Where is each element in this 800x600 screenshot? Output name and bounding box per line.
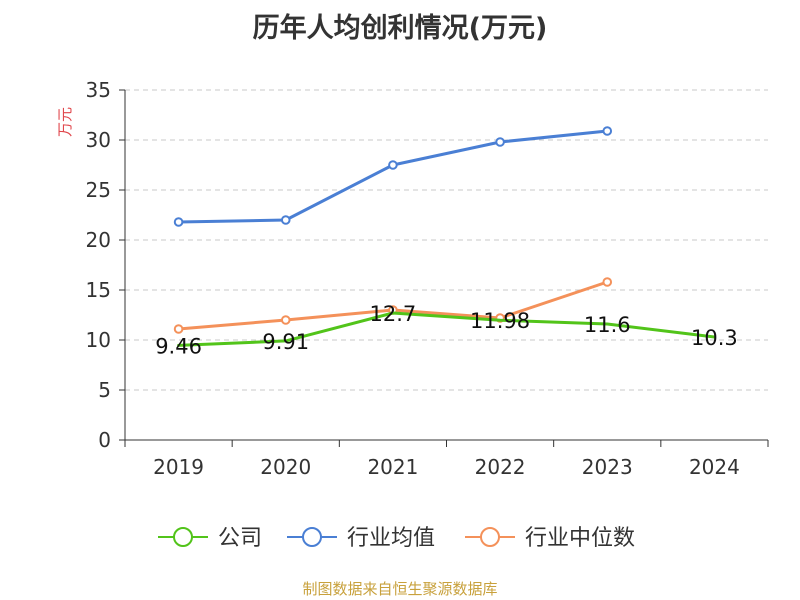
x-tick-label-2023: 2023: [582, 455, 633, 479]
series-1-point-2020: [280, 215, 291, 225]
series-1-point-2023: [602, 126, 613, 136]
grid-layer: [125, 89, 768, 391]
y-tick-label-25: 25: [86, 178, 111, 202]
y-tick-label-10: 10: [86, 328, 111, 352]
series-1-point-2022: [495, 137, 505, 147]
y-tick-label-20: 20: [86, 228, 111, 252]
y-tick-label-15: 15: [86, 278, 111, 302]
series-2-point-2023: [602, 277, 613, 287]
data-label-2019: 9.46: [155, 334, 202, 358]
series-1-point-2019: [173, 217, 184, 227]
series-2-point-2019: [173, 324, 184, 334]
x-tick-label-2022: 2022: [475, 455, 526, 479]
chart-title: 历年人均创利情况(万元): [252, 13, 548, 44]
y-tick-label-30: 30: [86, 128, 111, 152]
x-tick-label-2020: 2020: [260, 455, 311, 479]
legend-marker-2: [480, 527, 500, 547]
series-layer: [173, 126, 716, 347]
series-line-1: [177, 129, 609, 224]
y-tick-label-5: 5: [98, 378, 111, 402]
legend: 公司 行业均值 行业中位数: [158, 526, 635, 551]
y-axis-label: 万元: [56, 107, 74, 137]
data-label-layer: 9.46 9.91 12.7 11.98 11.6 10.3: [155, 302, 738, 358]
x-tick-label-2024: 2024: [689, 455, 740, 479]
data-label-2022: 11.98: [470, 309, 530, 333]
x-tick-label-2019: 2019: [153, 455, 204, 479]
data-label-2024: 10.3: [691, 326, 738, 350]
series-1-point-2021: [388, 160, 398, 170]
legend-label-1: 行业均值: [347, 526, 435, 551]
legend-marker-0: [173, 527, 193, 547]
legend-marker-1: [302, 527, 322, 547]
y-tick-label-0: 0: [98, 428, 111, 452]
legend-label-2: 行业中位数: [525, 526, 635, 551]
data-label-2023: 11.6: [584, 313, 631, 337]
x-tick-label-2021: 2021: [367, 455, 418, 479]
axis-layer: 0 5 10 15 20 25 30 35 2019 2020 2021 2022 2023 2024 万元: [56, 78, 769, 479]
data-label-2020: 9.91: [262, 330, 309, 354]
series-line-0: [177, 311, 716, 347]
source-note: 制图数据来自恒生聚源数据库: [302, 580, 498, 598]
y-tick-label-35: 35: [86, 78, 111, 102]
data-label-2021: 12.7: [370, 302, 417, 326]
legend-label-0: 公司: [218, 526, 262, 551]
series-2-point-2020: [280, 315, 291, 325]
